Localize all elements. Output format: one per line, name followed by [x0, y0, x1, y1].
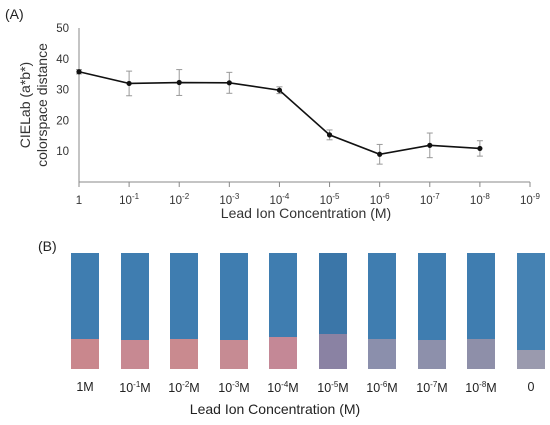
strip-reaction-zone	[170, 339, 198, 369]
strip-reaction-zone	[121, 340, 149, 369]
x-tick-label: 10-5	[320, 192, 340, 207]
x-tick-label: 10-6	[370, 192, 390, 207]
strip-label: 10-1M	[119, 380, 151, 396]
strip-label: 0	[527, 380, 535, 394]
data-point	[176, 79, 182, 86]
strip-reaction-zone	[467, 339, 495, 369]
x-tick-label: 1	[76, 195, 82, 207]
panel-b-label: (B)	[38, 238, 57, 254]
strip-label: 10-5M	[317, 380, 349, 396]
y-tick-label: 50	[56, 23, 69, 35]
data-point	[377, 151, 383, 157]
data-point	[126, 80, 132, 87]
data-point	[226, 80, 232, 86]
x-tick-label: 10-8	[470, 192, 490, 207]
strip-reaction-zone	[517, 350, 545, 369]
y-axis-title: CIELab (a*b*) colorspace distance	[17, 43, 50, 167]
y-axis-title-line1: CIELab (a*b*)	[17, 62, 33, 148]
test-strips-panel: 1M 10-1M 10-2M 10-3M 10-4M 10-5M 10-6M 10-7M 10-…	[0, 250, 550, 425]
y-tick-labels: 10 20 30 40 50	[56, 23, 69, 158]
y-tick-label: 10	[56, 146, 69, 158]
strip-label: 10-4M	[267, 380, 299, 396]
test-strip	[517, 253, 545, 369]
x-tick-label: 10-2	[169, 192, 189, 207]
test-strip	[269, 253, 297, 369]
strip-reaction-zone	[220, 340, 248, 369]
data-point	[276, 87, 283, 93]
test-strip	[368, 253, 396, 369]
strip-label: 10-2M	[168, 380, 200, 396]
data-point	[427, 142, 433, 148]
strip-reaction-zone	[269, 337, 297, 369]
strip-label: 10-6M	[366, 380, 398, 396]
test-strip	[121, 253, 149, 369]
series-line	[78, 70, 480, 156]
x-tick-labels: 1 10-1 10-2 10-3 10-4 10-5 10-6 10-7 10-8 10-9	[76, 192, 541, 207]
y-axis-title-line2: colorspace distance	[34, 43, 50, 167]
test-strip	[418, 253, 446, 369]
x-tick-label: 10-7	[420, 192, 440, 207]
y-tick-label: 30	[56, 85, 69, 97]
strip-label: 10-8M	[465, 380, 497, 396]
strip-label: 10-3M	[218, 380, 250, 396]
y-tick-label: 40	[56, 54, 69, 66]
x-tick-label: 10-4	[269, 192, 289, 207]
line-chart: CIELab (a*b*) colorspace distance 10 20 30 4…	[17, 23, 541, 221]
chart-axes	[78, 28, 531, 187]
x-tick-label: 10-3	[219, 192, 239, 207]
x-tick-label: 10-9	[520, 192, 540, 207]
strip-label: 1M	[76, 380, 94, 394]
test-strip	[71, 253, 99, 369]
test-strip	[170, 253, 198, 369]
test-strip	[220, 253, 248, 369]
data-point	[477, 145, 483, 152]
strips-x-axis-title: Lead Ion Concentration (M)	[189, 401, 361, 417]
y-tick-label: 20	[56, 115, 69, 127]
strip-reaction-zone	[71, 339, 99, 369]
test-strip	[319, 253, 347, 369]
data-point	[326, 132, 333, 138]
test-strip	[467, 253, 495, 369]
panel-a-label: (A)	[5, 6, 24, 22]
strip-label: 10-7M	[416, 380, 448, 396]
x-tick-label: 10-1	[119, 192, 139, 207]
strip-reaction-zone	[319, 334, 347, 369]
strip-reaction-zone	[418, 340, 446, 369]
x-axis-title: Lead Ion Concentration (M)	[221, 205, 391, 221]
data-point	[76, 69, 82, 75]
data-series	[76, 69, 483, 157]
strip-reaction-zone	[368, 339, 396, 369]
